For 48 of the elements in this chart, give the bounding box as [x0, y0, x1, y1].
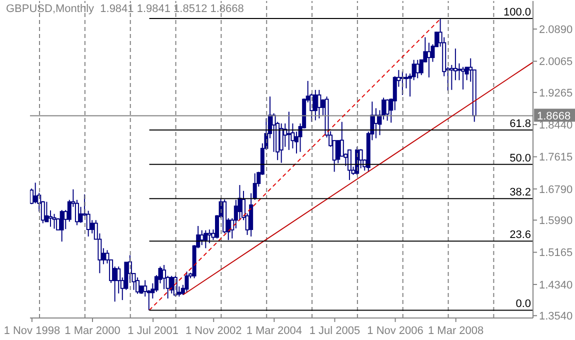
ref-line-label: 1.8668: [537, 110, 571, 123]
candlestick: [416, 59, 420, 79]
chart-title: GBPUSD,Monthly 1.9841 1.9841 1.8512 1.8668: [6, 3, 244, 15]
x-tick-label: 1 Jul 2001: [128, 325, 178, 337]
candlestick: [52, 213, 56, 230]
x-tick-label: 1 Jul 2005: [309, 325, 360, 337]
y-tick-label: 1.5990: [539, 215, 573, 228]
candlestick: [336, 140, 340, 164]
candlestick: [374, 108, 378, 139]
candlestick: [385, 98, 390, 122]
annotation: 23.6: [510, 229, 531, 242]
candlestick: [313, 89, 318, 121]
y-tick-label: 1.3540: [539, 310, 573, 323]
candlestick: [200, 230, 204, 246]
candlestick: [286, 111, 291, 150]
x-tick-label: 1 Mar 2004: [246, 325, 302, 337]
candlestick: [317, 89, 322, 119]
candlestick: [204, 230, 208, 249]
candlestick: [184, 271, 189, 292]
candlestick: [207, 228, 212, 244]
candlestick: [136, 276, 140, 294]
y-tick-label: 1.6790: [539, 184, 573, 196]
y-tick-label: 2.0065: [539, 56, 573, 68]
annotation: 61.8: [510, 118, 531, 130]
x-tick-label: 1 Nov 2002: [185, 325, 242, 337]
candlestick: [450, 64, 454, 90]
x-tick-label: 1 Nov 1998: [4, 325, 60, 337]
annotation: 100.0: [503, 6, 531, 19]
y-tick-label: 1.5165: [539, 247, 573, 260]
y-tick-label: 1.7615: [539, 152, 573, 164]
candlestick: [48, 210, 52, 228]
candlestick: [60, 209, 64, 242]
candlestick: [457, 62, 462, 81]
candlestick: [347, 149, 352, 180]
candlestick: [426, 42, 431, 78]
annotation: 50.0: [510, 152, 531, 164]
candlestick: [33, 182, 38, 204]
candlestick: [279, 122, 284, 164]
y-tick-label: 1.4340: [539, 279, 573, 292]
x-tick-label: 1 Mar 2008: [428, 325, 484, 337]
annotation: 38.2: [510, 186, 531, 199]
candlestick: [340, 121, 344, 158]
candlestick: [461, 66, 466, 90]
y-tick-label: 2.0890: [539, 24, 573, 36]
x-tick-label: 1 Nov 2006: [367, 325, 424, 337]
annotation: 0.0: [516, 298, 531, 310]
x-tick-label: 1 Mar 2000: [64, 325, 120, 337]
y-tick-label: 1.9265: [539, 87, 573, 100]
